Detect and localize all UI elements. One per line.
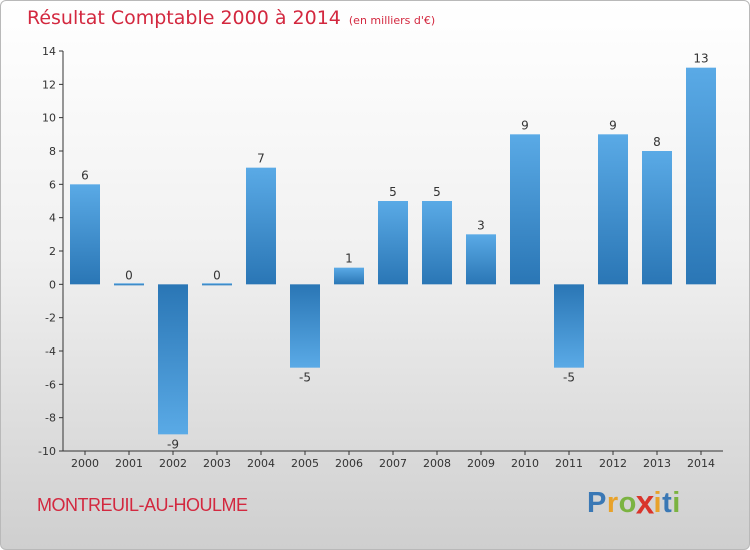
data-label: 6 <box>81 168 89 182</box>
bar-2003[interactable] <box>202 283 232 286</box>
x-tick-label: 2001 <box>115 457 143 470</box>
chart-unit: (en milliers d'€) <box>348 14 436 27</box>
bar-2001[interactable] <box>114 283 144 286</box>
y-tick-label: 12 <box>42 78 56 91</box>
y-tick-label: 8 <box>49 145 56 158</box>
x-tick-label: 2013 <box>643 457 671 470</box>
data-label: 9 <box>521 118 529 132</box>
x-tick-label: 2000 <box>71 457 99 470</box>
bar-2013[interactable] <box>642 151 672 285</box>
data-label: -5 <box>299 371 311 385</box>
data-label: 5 <box>389 185 397 199</box>
y-tick-label: 14 <box>42 45 56 58</box>
data-label: 0 <box>213 268 221 282</box>
x-tick-label: 2003 <box>203 457 231 470</box>
y-tick-label: 4 <box>49 212 56 225</box>
x-tick-label: 2009 <box>467 457 495 470</box>
y-tick-label: 2 <box>49 245 56 258</box>
bar-2000[interactable] <box>70 184 100 285</box>
x-tick-label: 2004 <box>247 457 275 470</box>
x-tick-label: 2010 <box>511 457 539 470</box>
logo-letter: i <box>653 487 663 519</box>
y-tick-label: 10 <box>42 112 56 125</box>
x-tick-label: 2007 <box>379 457 407 470</box>
bar-2014[interactable] <box>686 67 716 285</box>
y-tick-label: 0 <box>49 278 56 291</box>
x-tick-label: 2014 <box>687 457 715 470</box>
data-label: 7 <box>257 152 265 166</box>
x-tick-label: 2008 <box>423 457 451 470</box>
logo-letter: i <box>672 487 681 519</box>
y-tick-label: 6 <box>49 178 56 191</box>
y-tick-label: -8 <box>45 412 56 425</box>
bar-2010[interactable] <box>510 134 540 285</box>
data-label: 0 <box>125 268 133 282</box>
commune-name: MONTREUIL-AU-HOULME <box>37 495 248 515</box>
bar-2011[interactable] <box>554 284 584 368</box>
data-label: 9 <box>609 118 617 132</box>
bar-2009[interactable] <box>466 234 496 285</box>
x-tick-label: 2006 <box>335 457 363 470</box>
logo-letter: P <box>587 487 607 519</box>
x-tick-label: 2012 <box>599 457 627 470</box>
data-label: -5 <box>563 371 575 385</box>
bar-2007[interactable] <box>378 201 408 285</box>
y-tick-label: -2 <box>45 312 56 325</box>
logo-letter: x <box>635 484 655 522</box>
x-tick-label: 2005 <box>291 457 319 470</box>
bar-2012[interactable] <box>598 134 628 285</box>
bar-2006[interactable] <box>334 267 364 285</box>
bar-2005[interactable] <box>290 284 320 368</box>
data-label: -9 <box>167 437 179 451</box>
y-tick-label: -6 <box>45 378 56 391</box>
chart-title: Résultat Comptable 2000 à 2014 (en millie… <box>27 7 436 29</box>
proxiti-logo[interactable]: Proxiti <box>587 484 681 522</box>
bar-2008[interactable] <box>422 201 452 285</box>
logo-letter: r <box>606 487 619 519</box>
y-tick-label: -4 <box>45 345 56 358</box>
data-label: 5 <box>433 185 441 199</box>
data-label: 1 <box>345 252 353 266</box>
data-label: 8 <box>653 135 661 149</box>
x-tick-label: 2002 <box>159 457 187 470</box>
logo-letter: t <box>662 487 673 519</box>
y-tick-label: -10 <box>38 445 56 458</box>
data-label: 3 <box>477 218 485 232</box>
bar-2002[interactable] <box>158 284 188 435</box>
logo-letter: o <box>618 487 637 519</box>
x-tick-label: 2011 <box>555 457 583 470</box>
data-label: 13 <box>693 52 708 66</box>
bar-2004[interactable] <box>246 167 276 285</box>
